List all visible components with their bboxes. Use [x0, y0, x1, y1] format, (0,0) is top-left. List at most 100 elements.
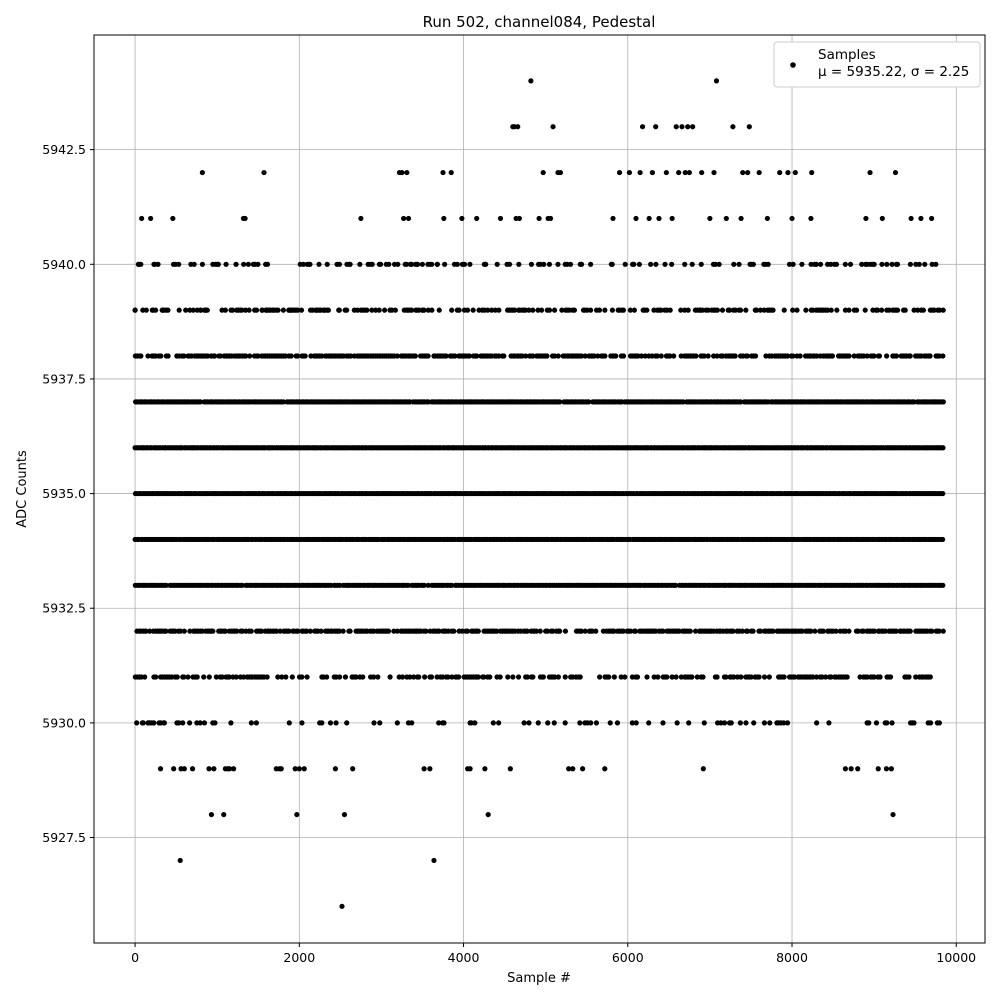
- data-point: [419, 307, 426, 313]
- data-point: [197, 399, 204, 405]
- data-point: [145, 720, 151, 726]
- data-point: [292, 766, 298, 772]
- data-point: [761, 674, 768, 680]
- data-point: [851, 353, 857, 359]
- data-point: [785, 169, 791, 176]
- data-point: [132, 307, 138, 313]
- data-point: [405, 582, 411, 588]
- data-point: [673, 124, 679, 130]
- data-point: [283, 674, 289, 680]
- data-point: [307, 261, 313, 267]
- data-point: [510, 674, 516, 680]
- data-point: [197, 720, 203, 726]
- data-point: [516, 261, 522, 267]
- data-point: [808, 215, 814, 222]
- data-point: [286, 720, 292, 726]
- data-point: [434, 261, 440, 267]
- data-point: [138, 353, 144, 359]
- data-point: [940, 490, 946, 497]
- data-point: [242, 215, 248, 222]
- data-point: [540, 674, 546, 680]
- data-point: [902, 307, 908, 313]
- data-point: [263, 261, 269, 267]
- data-point: [937, 307, 943, 313]
- data-point: [751, 720, 757, 726]
- data-point: [883, 766, 890, 772]
- data-point: [915, 307, 921, 313]
- data-point: [740, 169, 746, 176]
- data-point: [324, 674, 330, 680]
- data-point: [185, 674, 191, 680]
- data-point: [578, 353, 585, 359]
- data-point: [342, 674, 349, 680]
- data-point: [170, 215, 176, 222]
- data-point: [409, 720, 415, 726]
- data-point: [482, 766, 488, 772]
- data-point: [429, 307, 435, 313]
- data-point: [523, 353, 529, 359]
- x-tick-label: 4000: [448, 950, 480, 965]
- data-point: [535, 720, 541, 726]
- data-point: [530, 307, 536, 313]
- data-point: [400, 215, 407, 222]
- data-point: [387, 674, 393, 680]
- data-point: [165, 307, 171, 313]
- data-point: [194, 674, 200, 680]
- data-point: [908, 215, 914, 222]
- data-point: [862, 307, 868, 313]
- data-point: [360, 674, 366, 680]
- data-point: [701, 353, 707, 359]
- data-point: [671, 353, 677, 359]
- y-tick-label: 5932.5: [42, 601, 86, 616]
- x-axis-ticks: 0 2000 4000 6000 8000 10000: [131, 943, 976, 965]
- data-point: [777, 169, 783, 176]
- data-point: [591, 353, 597, 359]
- data-point: [402, 261, 408, 267]
- x-tick-label: 0: [131, 950, 139, 965]
- data-point: [177, 857, 183, 864]
- data-point: [298, 307, 305, 313]
- data-point: [181, 628, 187, 634]
- data-point: [147, 628, 153, 634]
- data-point: [754, 307, 760, 313]
- data-point: [745, 169, 751, 176]
- data-point: [201, 674, 207, 680]
- data-point: [718, 720, 724, 726]
- data-point: [927, 674, 933, 680]
- data-point: [907, 353, 913, 359]
- data-point: [555, 674, 561, 680]
- data-point: [208, 811, 215, 818]
- data-point: [248, 628, 254, 634]
- data-point: [551, 720, 557, 726]
- data-point: [920, 307, 926, 313]
- data-point: [546, 307, 553, 313]
- data-point: [705, 307, 711, 313]
- data-point: [332, 766, 339, 772]
- data-point: [436, 628, 442, 634]
- data-point: [537, 628, 543, 634]
- data-point: [143, 628, 149, 634]
- data-point: [813, 674, 820, 680]
- data-point: [927, 353, 933, 359]
- data-point: [828, 261, 834, 267]
- data-point: [247, 353, 253, 359]
- data-point: [756, 169, 762, 176]
- data-point: [756, 674, 762, 680]
- data-point: [375, 674, 381, 680]
- data-point: [516, 215, 522, 222]
- data-point: [940, 445, 946, 451]
- data-point: [271, 307, 277, 313]
- data-point: [436, 307, 442, 313]
- data-point: [761, 720, 768, 726]
- data-point: [459, 215, 465, 222]
- data-point: [737, 307, 744, 313]
- data-point: [451, 628, 457, 634]
- data-point: [781, 307, 787, 313]
- data-point: [765, 261, 771, 267]
- data-point: [340, 628, 346, 634]
- data-point: [892, 169, 899, 176]
- data-point: [171, 766, 177, 772]
- data-point: [867, 169, 873, 176]
- data-point: [888, 766, 894, 772]
- data-point: [757, 628, 764, 634]
